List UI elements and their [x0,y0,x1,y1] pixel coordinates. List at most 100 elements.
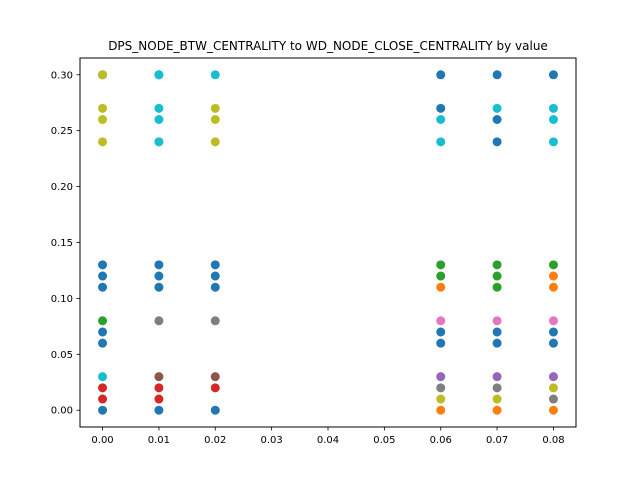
data-point [98,405,108,415]
data-point [492,115,502,124]
data-point [210,260,220,270]
data-point [154,271,164,281]
data-point [436,282,446,292]
data-point [210,383,220,393]
data-point [98,372,108,382]
data-point [210,372,220,382]
data-point [492,137,502,147]
y-tick-label: 0.10 [51,294,73,305]
x-tick-label: 0.00 [91,435,113,446]
data-point [154,405,164,415]
data-point [548,137,558,147]
y-axis: 0.00 0.05 0.10 0.15 0.20 0.25 0.30 [51,70,80,417]
data-point [548,70,558,80]
data-point [210,137,220,147]
data-point [98,271,108,281]
data-point [98,338,108,348]
data-point [154,103,164,113]
data-point [154,115,164,124]
data-point [436,327,446,337]
data-point [436,316,446,326]
x-tick-label: 0.03 [261,435,283,446]
data-point [98,103,108,113]
data-point [436,70,446,80]
x-tick-label: 0.08 [542,435,564,446]
data-point [492,383,502,393]
data-point [98,282,108,292]
data-point [548,103,558,113]
data-point [154,70,164,80]
data-point [492,260,502,270]
data-point [548,327,558,337]
data-point [548,338,558,348]
data-point [492,103,502,113]
x-tick-label: 0.04 [317,435,339,446]
x-tick-label: 0.07 [486,435,508,446]
data-point [154,137,164,147]
data-point [436,115,446,124]
data-point [492,282,502,292]
data-point [436,394,446,404]
data-point [548,316,558,326]
data-point [210,115,220,124]
x-tick-label: 0.01 [148,435,170,446]
data-point [154,383,164,393]
data-points [98,70,558,415]
data-point [154,282,164,292]
data-point [98,260,108,270]
data-point [98,115,108,124]
data-point [548,383,558,393]
data-point [154,394,164,404]
data-point [210,405,220,415]
chart-title: DPS_NODE_BTW_CENTRALITY to WD_NODE_CLOSE… [108,39,548,53]
data-point [210,316,220,326]
y-tick-label: 0.15 [51,238,73,249]
data-point [436,271,446,281]
data-point [436,338,446,348]
y-tick-label: 0.20 [51,182,73,193]
data-point [548,394,558,404]
y-tick-label: 0.30 [51,70,73,81]
data-point [154,372,164,382]
data-point [436,103,446,113]
data-point [98,327,108,337]
data-point [154,260,164,270]
data-point [492,372,502,382]
data-point [436,383,446,393]
data-point [492,405,502,415]
x-tick-label: 0.06 [430,435,452,446]
data-point [436,405,446,415]
data-point [210,103,220,113]
y-tick-label: 0.00 [51,406,73,417]
data-point [98,137,108,147]
x-tick-label: 0.05 [373,435,395,446]
x-axis: 0.00 0.01 0.02 0.03 0.04 0.05 0.06 0.07 0.08 [91,427,565,446]
data-point [548,271,558,281]
data-point [436,372,446,382]
data-point [492,271,502,281]
plot-frame [79,57,577,428]
y-tick-label: 0.25 [51,126,73,137]
data-point [492,394,502,404]
data-point [548,405,558,415]
data-point [436,137,446,147]
x-tick-label: 0.02 [204,435,226,446]
data-point [492,70,502,80]
data-point [548,372,558,382]
data-point [98,316,108,326]
data-point [436,260,446,270]
data-point [210,70,220,80]
data-point [548,282,558,292]
data-point [98,383,108,393]
data-point [98,394,108,404]
data-point [492,316,502,326]
data-point [210,271,220,281]
data-point [548,115,558,124]
data-point [492,338,502,348]
data-point [210,282,220,292]
data-point [98,70,108,80]
data-point [154,316,164,326]
data-point [492,327,502,337]
y-tick-label: 0.05 [51,350,73,361]
